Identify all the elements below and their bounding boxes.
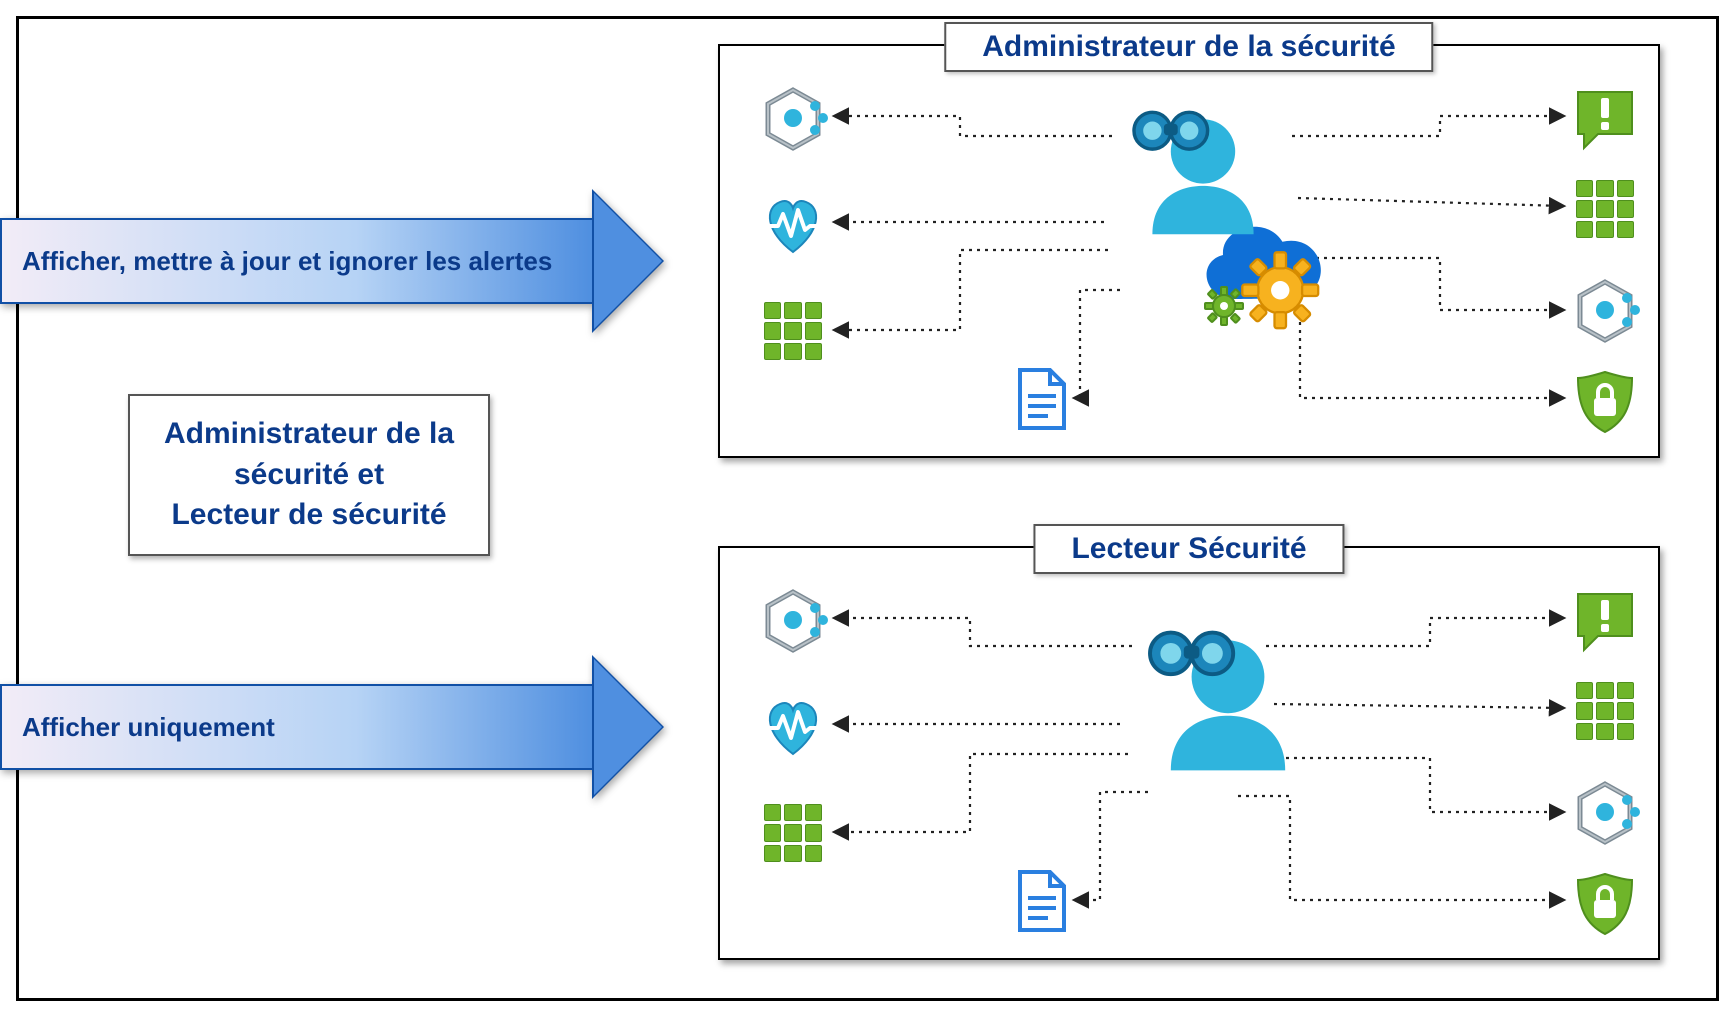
- arrow-admin-label: Afficher, mettre à jour et ignorer les a…: [22, 246, 552, 277]
- admin-grid-right-icon: [1570, 174, 1640, 244]
- reader-alert-icon: [1570, 586, 1640, 656]
- admin-shield-icon: [1570, 366, 1640, 436]
- admin-hex-br-icon: [1570, 276, 1640, 346]
- reader-center-illustration: [1120, 620, 1300, 800]
- reader-hex-br-icon: [1570, 778, 1640, 848]
- arrow-admin-capabilities: Afficher, mettre à jour et ignorer les a…: [0, 218, 664, 304]
- reader-grid-right-icon: [1570, 676, 1640, 746]
- admin-alert-icon: [1570, 84, 1640, 154]
- reader-hex-tl-icon: [758, 586, 828, 656]
- center-line-2: sécurité et: [164, 455, 454, 496]
- admin-center-illustration: [1100, 110, 1340, 350]
- admin-hex-tl-icon: [758, 84, 828, 154]
- roles-intersection-box: Administrateur de la sécurité et Lecteur…: [128, 394, 490, 556]
- reader-shield-icon: [1570, 868, 1640, 938]
- reader-grid-left-icon: [758, 798, 828, 868]
- admin-heart-icon: [758, 190, 828, 260]
- panel-admin-title: Administrateur de la sécurité: [944, 22, 1433, 72]
- reader-heart-icon: [758, 692, 828, 762]
- center-line-3: Lecteur de sécurité: [164, 495, 454, 536]
- arrow-reader-label: Afficher uniquement: [22, 712, 275, 743]
- admin-grid-left-icon: [758, 296, 828, 366]
- reader-document-icon: [1006, 866, 1076, 936]
- center-line-1: Administrateur de la: [164, 414, 454, 455]
- panel-reader-title: Lecteur Sécurité: [1033, 524, 1344, 574]
- arrow-reader-capabilities: Afficher uniquement: [0, 684, 664, 770]
- admin-document-icon: [1006, 364, 1076, 434]
